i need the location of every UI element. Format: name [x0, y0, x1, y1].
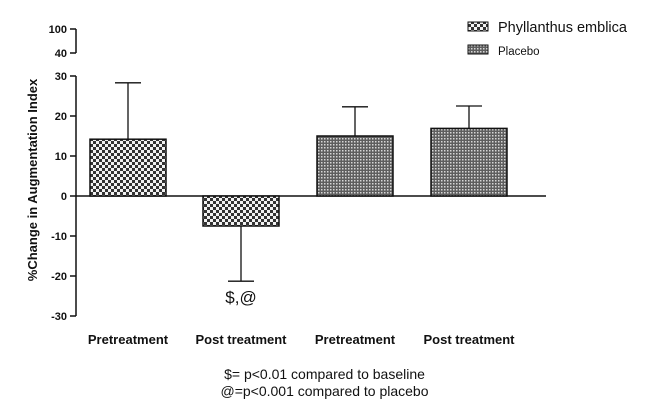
- y-tick-label: -20: [51, 271, 67, 283]
- category-label: Pretreatment: [315, 332, 396, 347]
- footnote-baseline: $= p<0.01 compared to baseline: [224, 366, 425, 382]
- bar-4: [430, 127, 508, 197]
- y-tick-label: 40: [55, 48, 67, 60]
- y-tick-label: 10: [55, 151, 67, 163]
- category-label: Post treatment: [423, 332, 515, 347]
- y-tick-label: 30: [55, 71, 67, 83]
- legend-label: Placebo: [498, 46, 540, 58]
- y-tick-label: 20: [55, 111, 67, 123]
- category-label: Pretreatment: [88, 332, 169, 347]
- bar-1: [89, 138, 167, 197]
- significance-annotation: $,@: [225, 288, 256, 307]
- y-axis-title: %Change in Augmentation Index: [25, 78, 40, 281]
- legend-label: Phyllanthus emblica: [498, 20, 628, 36]
- legend-swatch: [467, 21, 489, 32]
- footnote-placebo: @=p<0.001 compared to placebo: [220, 383, 429, 399]
- y-tick-label: 100: [49, 24, 67, 36]
- plot-area: -30 -20 -10 0 10 20 30 40 100 Pretreatment $,@ Post…: [49, 24, 546, 347]
- bar-3: [316, 135, 394, 197]
- y-tick-label: 0: [61, 191, 67, 203]
- y-tick-label: -10: [51, 231, 67, 243]
- legend: Phyllanthus emblica Placebo: [467, 20, 628, 58]
- legend-swatch: [467, 44, 489, 55]
- category-label: Post treatment: [195, 332, 287, 347]
- bar-2: [202, 195, 280, 227]
- y-tick-label: -30: [51, 311, 67, 323]
